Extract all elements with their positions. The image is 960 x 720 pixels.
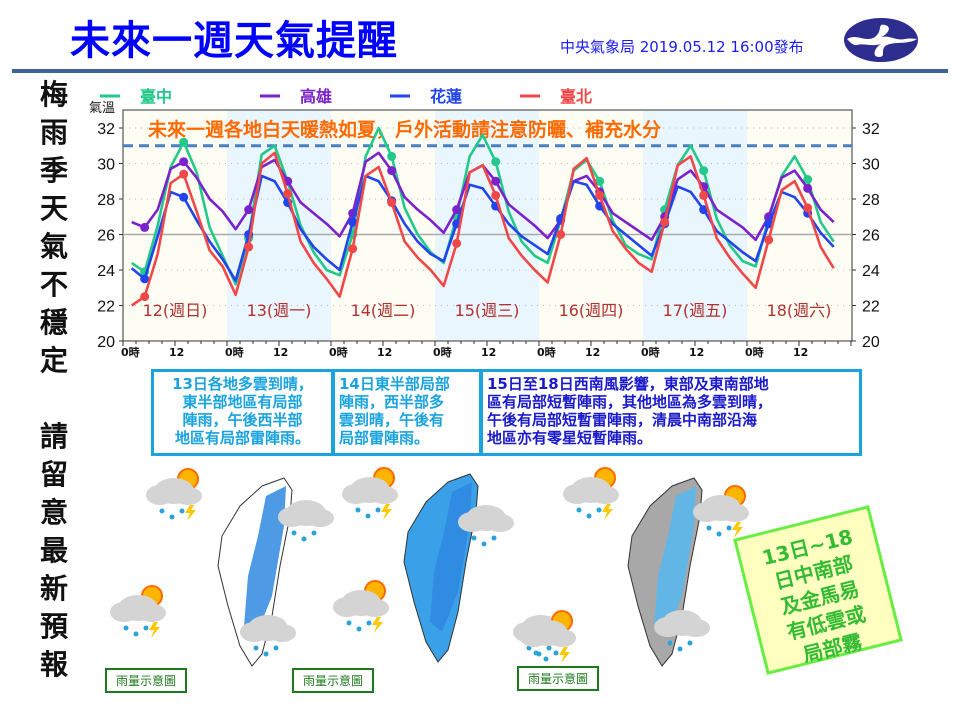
note-line: 地區亦有零星短暫陣雨。 [487, 429, 653, 447]
map-label-2: 雨量示意圖 [292, 668, 374, 693]
svg-text:18(週六): 18(週六) [767, 301, 832, 320]
note-line: 局部雷陣雨。 [339, 429, 430, 447]
note-day14: 14日東半部局部 陣雨，西半部多 雲到晴，午後有 局部雷陣雨。 [332, 369, 482, 456]
svg-text:14(週二): 14(週二) [351, 301, 416, 320]
note-line: 雲到晴，午後有 [339, 411, 445, 429]
banner-char: 意 [39, 496, 68, 529]
banner-char: 天 [39, 192, 68, 225]
banner-char: 報 [39, 648, 68, 681]
page-title: 未來一週天氣提醒 [70, 18, 398, 64]
svg-text:13(週一): 13(週一) [247, 301, 312, 320]
banner-char: 請 [39, 420, 68, 453]
note-line: 14日東半部局部 [339, 375, 450, 393]
banner-char: 定 [39, 344, 68, 377]
svg-text:20: 20 [862, 334, 880, 351]
svg-text:0時: 0時 [433, 345, 452, 359]
header-divider [12, 69, 948, 73]
banner-char: 季 [39, 154, 68, 187]
note-line: 東半部地區有局部 [182, 393, 303, 411]
banner-char: 新 [39, 572, 68, 605]
svg-text:0時: 0時 [329, 345, 348, 359]
svg-text:氣溫: 氣溫 [89, 101, 115, 116]
svg-text:12: 12 [793, 346, 808, 359]
svg-text:未來一週各地白天暖熱如夏，戶外活動請注意防曬、補充水分: 未來一週各地白天暖熱如夏，戶外活動請注意防曬、補充水分 [147, 118, 661, 141]
banner-char: 氣 [39, 230, 68, 263]
svg-text:22: 22 [862, 299, 880, 316]
note-line: 區有局部短暫陣雨，其他地區為多雲到晴， [487, 393, 773, 411]
svg-text:12(週日): 12(週日) [143, 301, 208, 320]
svg-text:12: 12 [377, 346, 392, 359]
svg-text:12: 12 [689, 346, 704, 359]
svg-text:20: 20 [97, 334, 115, 351]
map-label-3: 雨量示意圖 [517, 666, 599, 691]
map-label-1: 雨量示意圖 [105, 668, 187, 693]
svg-text:30: 30 [97, 157, 115, 174]
banner-char: 穩 [39, 306, 68, 339]
svg-text:24: 24 [97, 263, 115, 280]
svg-text:26: 26 [97, 228, 115, 245]
svg-text:16(週四): 16(週四) [559, 301, 624, 320]
svg-text:17(週五): 17(週五) [663, 301, 728, 320]
note-line: 陣雨，午後西半部 [182, 411, 303, 429]
svg-text:32: 32 [97, 121, 115, 138]
svg-text:28: 28 [862, 192, 880, 209]
note-day13: 13日各地多雲到晴， 東半部地區有局部 陣雨，午後西半部 地區有局部雷陣雨。 [151, 369, 334, 456]
svg-text:0時: 0時 [225, 345, 244, 359]
svg-text:0時: 0時 [641, 345, 660, 359]
svg-text:高雄: 高雄 [300, 87, 332, 106]
svg-text:臺北: 臺北 [560, 87, 592, 106]
note-day15-18: 15日至18日西南風影響，東部及東南部地 區有局部短暫陣雨，其他地區為多雲到晴，午… [480, 369, 862, 456]
note-line: 午後有局部短暫雷陣雨，清晨中南部沿海 [487, 411, 758, 429]
svg-text:28: 28 [97, 192, 115, 209]
svg-text:32: 32 [862, 121, 880, 138]
note-line: 15日至18日西南風影響，東部及東南部地 [487, 375, 769, 393]
svg-text:12: 12 [481, 346, 496, 359]
note-line: 陣雨，西半部多 [339, 393, 445, 411]
banner-char: 最 [39, 534, 68, 567]
rainfall-maps [110, 467, 749, 667]
svg-text:0時: 0時 [745, 345, 764, 359]
svg-text:22: 22 [97, 299, 115, 316]
banner-char: 梅 [39, 78, 68, 111]
svg-text:26: 26 [862, 228, 880, 245]
svg-text:12: 12 [585, 346, 600, 359]
svg-text:臺中: 臺中 [140, 87, 172, 106]
banner-char: 不 [39, 268, 68, 301]
temperature-chart: 20 20 22 22 24 24 26 26 28 28 30 30 32 32 氣溫 0時 12 0時 12 0時… [89, 87, 880, 359]
issuer-timestamp: 中央氣象局 2019.05.12 16:00發布 [560, 38, 804, 56]
banner-char: 雨 [39, 116, 68, 149]
side-banner-advice: 請留意最新預報 [34, 418, 74, 684]
svg-text:15(週三): 15(週三) [455, 301, 520, 320]
side-banner-weather: 梅雨季天氣不穩定 [34, 76, 74, 380]
svg-text:0時: 0時 [537, 345, 556, 359]
note-line: 地區有局部雷陣雨。 [174, 429, 310, 447]
svg-text:12: 12 [169, 346, 184, 359]
cwb-logo-icon [844, 18, 918, 62]
svg-text:0時: 0時 [121, 345, 140, 359]
svg-text:24: 24 [862, 263, 880, 280]
banner-char: 預 [39, 610, 68, 643]
svg-text:30: 30 [862, 157, 880, 174]
note-line: 13日各地多雲到晴， [172, 375, 313, 393]
svg-text:12: 12 [273, 346, 288, 359]
svg-text:花蓮: 花蓮 [430, 87, 462, 106]
banner-char: 留 [39, 458, 68, 491]
